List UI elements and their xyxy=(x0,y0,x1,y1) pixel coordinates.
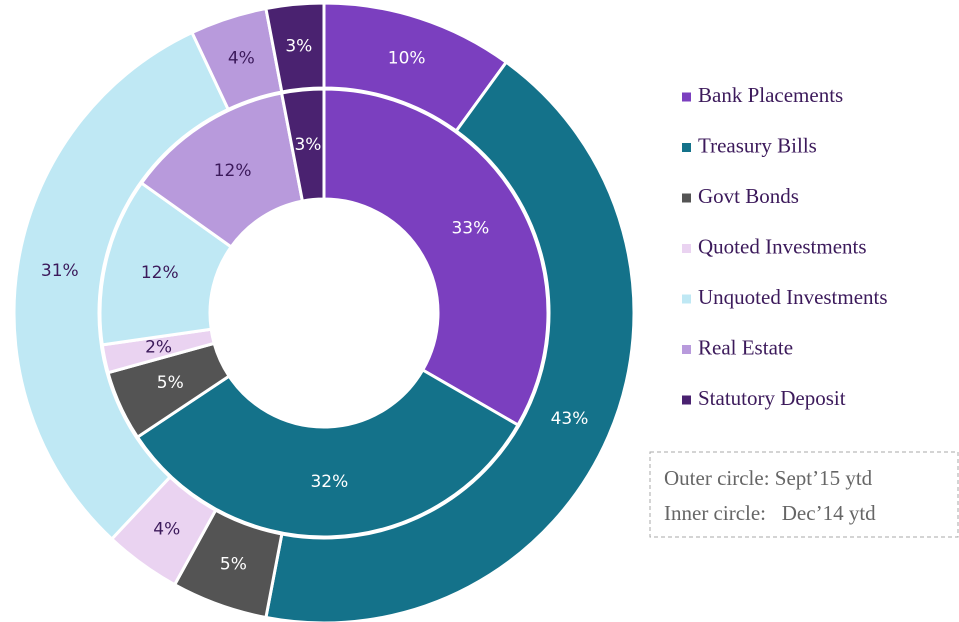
legend-swatch xyxy=(682,294,691,304)
value-label: 43% xyxy=(551,409,589,429)
donut-segment xyxy=(322,87,550,428)
donut-segment xyxy=(279,87,326,203)
annotation: Inner circle: Dec’14 ytd xyxy=(664,501,876,525)
annotation-box xyxy=(649,451,959,538)
value-label: 31% xyxy=(41,261,79,281)
value-label: 12% xyxy=(214,161,252,181)
legend-label: Govt Bonds xyxy=(698,184,799,208)
value-label: 3% xyxy=(294,135,321,155)
legend-swatch xyxy=(682,193,691,203)
donut-segment xyxy=(135,367,521,539)
value-label: 5% xyxy=(220,555,247,575)
legend-label: Bank Placements xyxy=(698,83,843,107)
legend-swatch xyxy=(682,395,691,405)
legend-label: Statutory Deposit xyxy=(698,386,846,410)
value-label: 3% xyxy=(285,37,312,57)
value-label: 4% xyxy=(228,49,255,69)
legend-label: Quoted Investments xyxy=(698,234,867,258)
value-label: 5% xyxy=(157,373,184,393)
legend-label: Unquoted Investments xyxy=(698,285,888,309)
annotation: Outer circle: Sept’15 ytd xyxy=(664,466,873,490)
legend-swatch xyxy=(682,143,691,152)
legend-label: Real Estate xyxy=(698,335,793,359)
value-label: 2% xyxy=(145,338,172,358)
value-label: 12% xyxy=(141,263,179,283)
legend-label: Treasury Bills xyxy=(698,133,817,157)
legend-swatch xyxy=(682,244,691,253)
value-label: 10% xyxy=(388,49,426,69)
legend-swatch xyxy=(682,92,691,102)
legend-swatch xyxy=(682,345,691,354)
value-label: 33% xyxy=(451,219,489,239)
value-label: 32% xyxy=(310,472,348,492)
value-label: 4% xyxy=(153,519,180,539)
